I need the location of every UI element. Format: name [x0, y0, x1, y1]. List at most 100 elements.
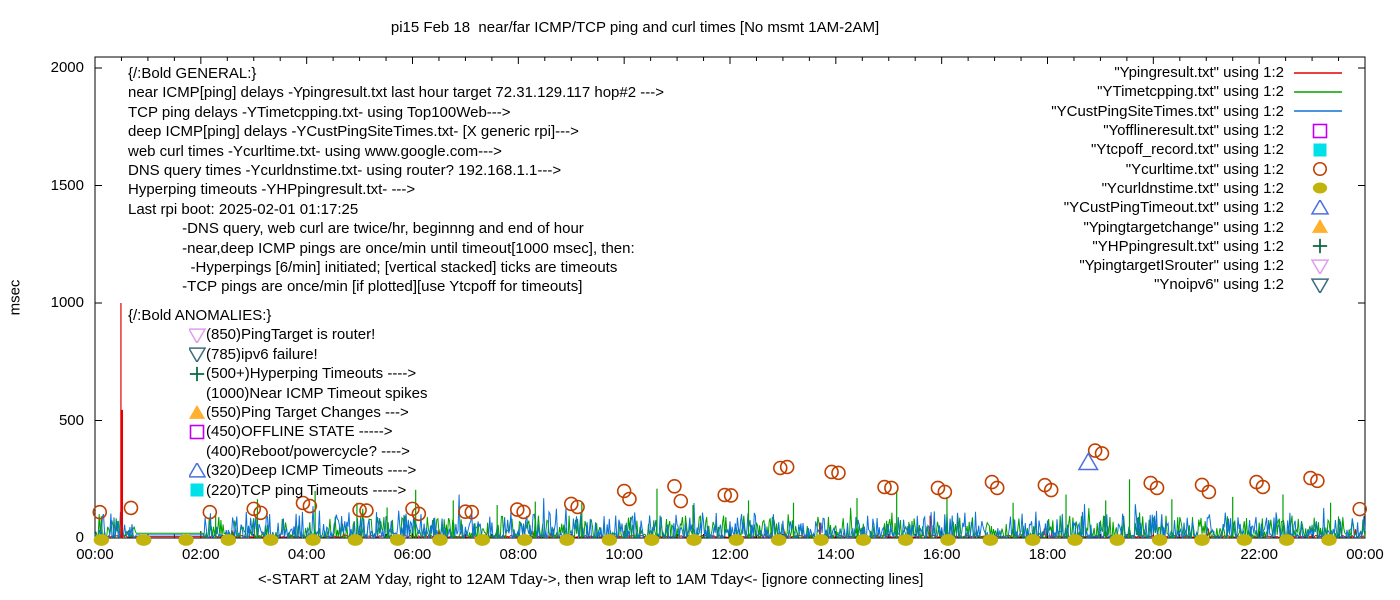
- filled-dot-marker: [1236, 534, 1253, 546]
- anomaly-line: (400)Reboot/powercycle? ---->: [128, 442, 427, 461]
- open-circle-marker: [930, 480, 946, 496]
- square-icon: [189, 482, 206, 498]
- legend-item: "Ycurldnstime.txt" using 1:2: [1051, 179, 1350, 198]
- circle-icon: [1286, 161, 1350, 177]
- filled-triangle-up-marker: [188, 404, 206, 419]
- legend-item: "Ypingresult.txt" using 1:2: [1051, 63, 1350, 82]
- open-circle-marker: [1094, 446, 1110, 461]
- filled-dot-marker: [135, 534, 152, 546]
- x-tick-label: 14:00: [817, 546, 855, 563]
- x-axis-label: <-START at 2AM Yday, right to 12AM Tday-…: [258, 571, 924, 588]
- legend-item: "YpingtargetISrouter" using 1:2: [1051, 256, 1350, 276]
- x-tick-label: 22:00: [1240, 546, 1278, 563]
- legend-item: "Ypingtargetchange" using 1:2: [1051, 217, 1350, 236]
- general-line: TCP ping delays -YTimetcpping.txt- using…: [128, 103, 511, 121]
- triangle-up-icon: [187, 461, 207, 479]
- open-circle-marker: [464, 504, 480, 520]
- x-tick-label: 18:00: [1028, 546, 1067, 563]
- legend-item: "YHPpingresult.txt" using 1:2: [1051, 237, 1350, 256]
- anomaly-line: (550)Ping Target Changes --->: [128, 403, 427, 422]
- open-circle-marker: [253, 505, 268, 521]
- x-tick-label: 10:00: [605, 546, 643, 563]
- y-tick-label: 0: [75, 529, 84, 546]
- no-icon: [189, 385, 206, 401]
- open-circle-marker: [458, 504, 473, 519]
- open-circle-marker: [937, 484, 953, 500]
- circle-icon: [1286, 180, 1350, 196]
- filled-dot-marker: [474, 534, 491, 546]
- open-circle-marker: [877, 479, 892, 495]
- filled-dot-marker: [178, 534, 194, 546]
- open-circle-marker: [1255, 479, 1271, 495]
- y-tick-label: 500: [58, 411, 84, 429]
- plus-icon: [1286, 238, 1350, 254]
- open-circle-marker: [411, 506, 427, 522]
- open-circle-marker: [92, 504, 108, 520]
- open-circle-marker: [824, 464, 839, 480]
- x-tick-label: 00:00: [76, 546, 114, 563]
- no-icon: [189, 443, 206, 459]
- general-line: -Hyperpings [6/min] initiated; [vertical…: [128, 259, 618, 277]
- anomaly-line: (785)ipv6 failure!: [128, 345, 427, 365]
- open-circle-marker: [1201, 484, 1217, 500]
- triangle-down-icon: [187, 346, 207, 365]
- filled-dot-marker: [516, 534, 533, 546]
- open-triangle-up-marker: [1077, 452, 1099, 471]
- general-line: -TCP pings are once/min [if plotted][use…: [128, 278, 583, 296]
- square-icon: [1286, 123, 1350, 139]
- y-tick-label: 1500: [50, 176, 84, 194]
- legend-item: "Ycurltime.txt" using 1:2: [1051, 159, 1350, 178]
- general-line: Hyperping timeouts -YHPpingresult.txt- -…: [128, 181, 416, 199]
- x-tick-label: 00:00: [1346, 546, 1384, 563]
- general-line: {/:Bold GENERAL:}: [128, 65, 257, 82]
- triangle-up-icon: [188, 404, 206, 421]
- open-triangle-up-marker: [187, 461, 207, 478]
- open-square-marker: [189, 424, 205, 440]
- filled-dot-marker: [220, 534, 237, 546]
- open-circle-marker: [359, 503, 374, 518]
- legend-item: "Ytcpoff_record.txt" using 1:2: [1051, 140, 1350, 159]
- legend: "Ypingresult.txt" using 1:2 "YTimetcppin…: [1051, 63, 1350, 295]
- open-circle-marker: [1194, 477, 1210, 493]
- open-triangle-down-marker: [187, 328, 207, 345]
- triangle-down-icon: [1286, 258, 1350, 276]
- legend-item: "YCustPingSiteTimes.txt" using 1:2: [1051, 102, 1350, 121]
- open-circle-marker: [202, 504, 218, 520]
- filled-dot-marker: [1109, 534, 1126, 546]
- filled-dot-marker: [1067, 534, 1083, 546]
- filled-dot-marker: [686, 534, 702, 546]
- chart-title: pi15 Feb 18 near/far ICMP/TCP ping and c…: [390, 19, 880, 36]
- filled-dot-marker: [559, 534, 575, 546]
- line-sample-icon: [1286, 65, 1350, 81]
- triangle-down-icon: [187, 327, 207, 345]
- legend-item: "Ynoipv6" using 1:2: [1051, 275, 1350, 295]
- general-line: -DNS query, web curl are twice/hr, begin…: [128, 220, 584, 238]
- general-line: -near,deep ICMP pings are once/min until…: [128, 239, 635, 257]
- open-circle-marker: [1303, 470, 1318, 486]
- filled-dot-marker: [601, 534, 618, 546]
- open-circle-marker: [1087, 443, 1103, 458]
- anomaly-line: (1000)Near ICMP Timeout spikes: [128, 384, 427, 403]
- open-circle-marker: [570, 499, 585, 515]
- open-circle-marker: [723, 488, 739, 503]
- filled-circle-marker: [1312, 182, 1328, 194]
- filled-dot-marker: [1024, 534, 1041, 546]
- legend-item: "Yofflineresult.txt" using 1:2: [1051, 121, 1350, 140]
- open-triangle-down-marker: [187, 347, 207, 365]
- open-circle-marker: [831, 465, 846, 481]
- open-circle-marker: [884, 480, 899, 496]
- open-circle-marker: [1312, 162, 1328, 177]
- y-axis-label: msec: [6, 279, 24, 316]
- filled-dot-marker: [1278, 534, 1295, 546]
- filled-square-marker: [190, 483, 204, 497]
- triangle-down-icon: [1286, 277, 1350, 295]
- open-circle-marker: [1352, 501, 1367, 517]
- triangle-up-icon: [1286, 218, 1350, 235]
- filled-square-marker: [1313, 143, 1327, 157]
- open-square-marker: [1312, 123, 1328, 138]
- line-sample-icon: [1286, 103, 1350, 119]
- general-line: deep ICMP[ping] delays -YCustPingSiteTim…: [128, 123, 579, 141]
- filled-dot-marker: [770, 534, 787, 546]
